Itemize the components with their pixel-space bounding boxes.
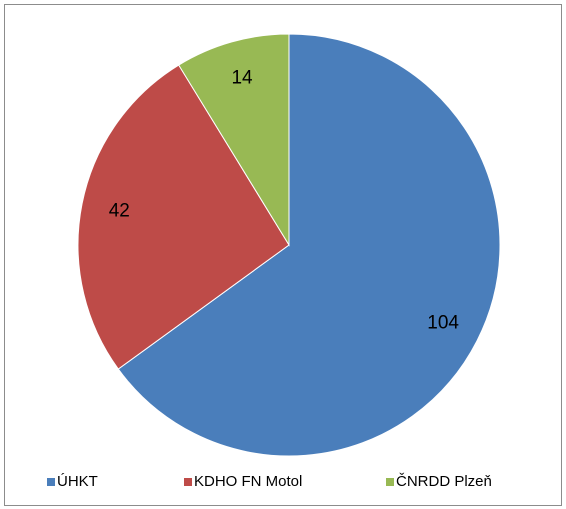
legend-swatch: [184, 478, 192, 486]
data-label: 104: [427, 313, 459, 334]
legend-swatch: [386, 478, 394, 486]
legend-label: KDHO FN Motol: [194, 473, 302, 490]
legend-label: ČNRDD Plzeň: [396, 473, 492, 490]
data-label: 42: [109, 200, 130, 221]
legend-swatch: [47, 478, 55, 486]
data-label: 14: [231, 67, 253, 88]
pie-slice: [117, 33, 501, 457]
legend-label: ÚHKT: [57, 473, 98, 490]
pie-slice: [77, 64, 290, 370]
pie-slice: [178, 33, 290, 247]
